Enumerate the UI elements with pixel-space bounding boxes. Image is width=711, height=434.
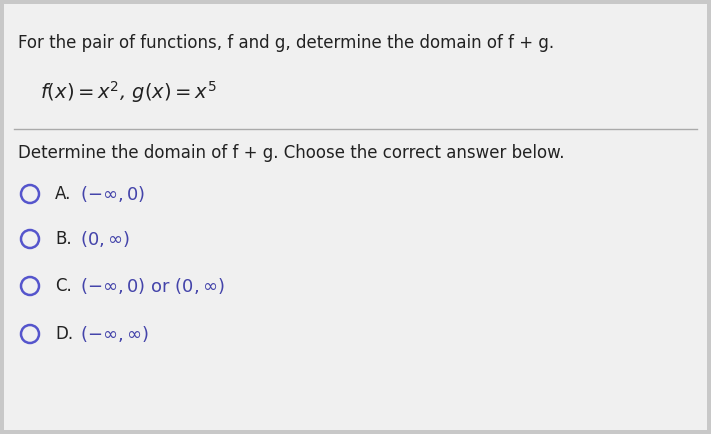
Text: $(-\infty,\infty)$: $(-\infty,\infty)$ (80, 324, 149, 344)
Text: Determine the domain of f + g. Choose the correct answer below.: Determine the domain of f + g. Choose th… (18, 144, 565, 162)
Text: D.: D. (55, 325, 73, 343)
Text: $f(x)=x^2$, $g(x)=x^5$: $f(x)=x^2$, $g(x)=x^5$ (40, 79, 217, 105)
Text: $(-\infty,0)$: $(-\infty,0)$ (80, 184, 145, 204)
Text: For the pair of functions, f and g, determine the domain of f + g.: For the pair of functions, f and g, dete… (18, 34, 554, 52)
Text: A.: A. (55, 185, 71, 203)
Text: $(0,\infty)$: $(0,\infty)$ (80, 229, 130, 249)
Text: B.: B. (55, 230, 72, 248)
FancyBboxPatch shape (4, 4, 707, 430)
Text: $(-\infty,0)$ or $(0,\infty)$: $(-\infty,0)$ or $(0,\infty)$ (80, 276, 225, 296)
Text: C.: C. (55, 277, 72, 295)
